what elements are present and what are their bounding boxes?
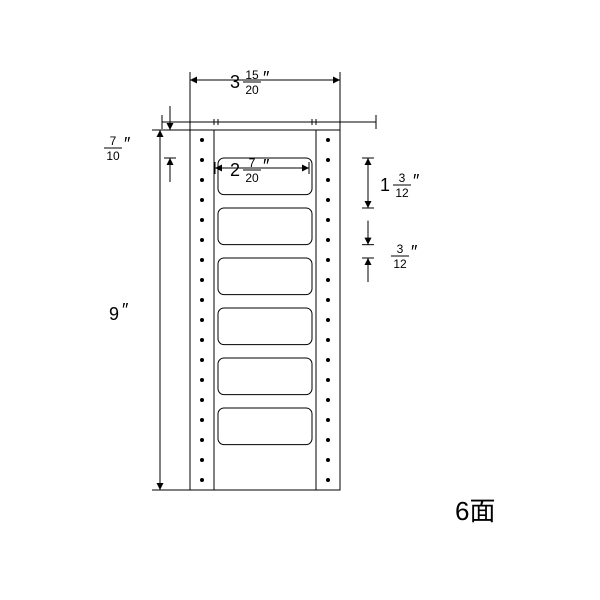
feed-hole xyxy=(326,378,330,382)
feed-hole xyxy=(326,138,330,142)
svg-text:15: 15 xyxy=(245,68,259,82)
feed-hole xyxy=(200,198,204,202)
svg-text:″: ″ xyxy=(124,134,131,154)
feed-hole xyxy=(326,478,330,482)
arrowhead xyxy=(302,165,309,172)
sheet-outline xyxy=(190,130,340,490)
label-rect xyxy=(218,358,312,395)
feed-hole xyxy=(200,178,204,182)
feed-hole xyxy=(200,158,204,162)
dim-gap: 312 ″ xyxy=(391,242,418,271)
feed-hole xyxy=(326,398,330,402)
svg-text:3: 3 xyxy=(397,242,404,256)
feed-hole xyxy=(326,198,330,202)
label-rect xyxy=(218,258,312,295)
svg-text:20: 20 xyxy=(245,171,259,185)
feed-hole xyxy=(326,278,330,282)
svg-text:12: 12 xyxy=(395,186,409,200)
svg-text:2: 2 xyxy=(230,160,240,180)
feed-hole xyxy=(200,138,204,142)
arrowhead xyxy=(157,483,164,490)
feed-hole xyxy=(200,258,204,262)
arrowhead xyxy=(167,123,174,130)
svg-text:″: ″ xyxy=(122,300,129,320)
feed-hole xyxy=(326,318,330,322)
arrowhead xyxy=(333,77,340,84)
faces-caption: 6面 xyxy=(455,496,495,526)
feed-hole xyxy=(200,318,204,322)
arrowhead xyxy=(365,201,372,208)
feed-hole xyxy=(200,278,204,282)
label-rect xyxy=(218,408,312,445)
feed-hole xyxy=(200,458,204,462)
svg-text:20: 20 xyxy=(245,83,259,97)
svg-text:10: 10 xyxy=(106,149,120,163)
feed-hole xyxy=(200,238,204,242)
svg-text:″: ″ xyxy=(263,156,270,176)
svg-text:″: ″ xyxy=(263,68,270,88)
svg-text:9: 9 xyxy=(109,304,119,324)
svg-text:″: ″ xyxy=(413,171,420,191)
feed-hole xyxy=(326,338,330,342)
feed-hole xyxy=(326,178,330,182)
feed-hole xyxy=(200,398,204,402)
feed-hole xyxy=(200,438,204,442)
feed-hole xyxy=(200,218,204,222)
svg-text:3: 3 xyxy=(399,171,406,185)
feed-hole xyxy=(326,298,330,302)
dim-margin-top: 710 ″ xyxy=(104,134,131,163)
svg-text:3: 3 xyxy=(230,72,240,92)
feed-hole xyxy=(326,258,330,262)
feed-hole xyxy=(326,218,330,222)
feed-hole xyxy=(326,438,330,442)
dim-label-height: 1312 ″ xyxy=(380,171,420,200)
feed-hole xyxy=(326,358,330,362)
feed-hole xyxy=(326,418,330,422)
dim-label-width: 2720 ″ xyxy=(230,156,270,185)
feed-hole xyxy=(200,378,204,382)
feed-hole xyxy=(200,358,204,362)
arrowhead xyxy=(365,258,372,265)
label-rect xyxy=(218,208,312,245)
svg-text:7: 7 xyxy=(110,134,117,148)
feed-hole xyxy=(200,418,204,422)
svg-text:12: 12 xyxy=(393,257,407,271)
arrowhead xyxy=(167,158,174,165)
feed-hole xyxy=(200,298,204,302)
feed-hole xyxy=(326,458,330,462)
dim-sheet-width: 3 1520 ″ xyxy=(230,68,270,97)
arrowhead xyxy=(157,130,164,137)
label-sheet-technical-diagram: 31520″9″2720″1312″710″312″6面 xyxy=(0,0,600,600)
feed-hole xyxy=(326,238,330,242)
feed-hole xyxy=(326,158,330,162)
feed-hole xyxy=(200,478,204,482)
svg-text:1: 1 xyxy=(380,175,390,195)
svg-text:″: ″ xyxy=(411,242,418,262)
arrowhead xyxy=(190,77,197,84)
arrowhead xyxy=(365,238,372,245)
dim-sheet-height: 9″ xyxy=(109,300,129,324)
svg-text:7: 7 xyxy=(249,156,256,170)
feed-hole xyxy=(200,338,204,342)
label-rect xyxy=(218,308,312,345)
arrowhead xyxy=(365,158,372,165)
